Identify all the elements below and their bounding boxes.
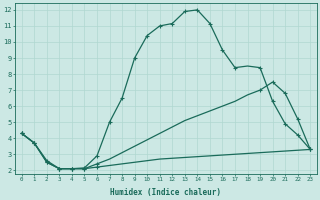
X-axis label: Humidex (Indice chaleur): Humidex (Indice chaleur) — [110, 188, 221, 197]
